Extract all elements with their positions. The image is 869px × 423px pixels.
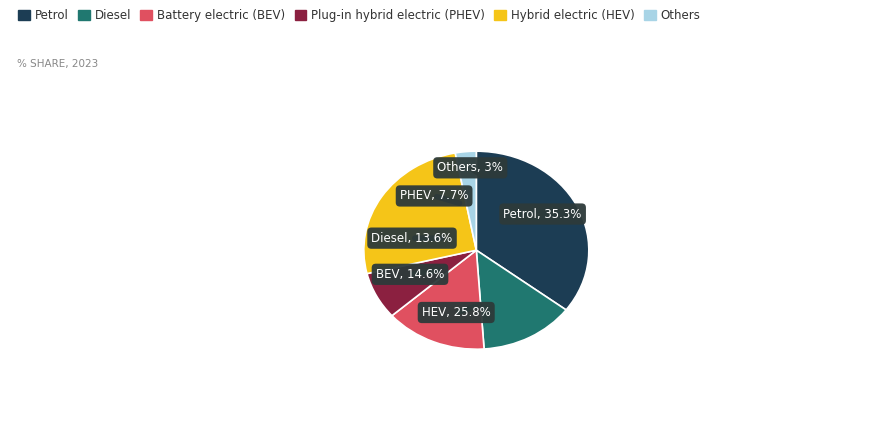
Text: Diesel, 13.6%: Diesel, 13.6% xyxy=(371,232,453,244)
Text: Others, 3%: Others, 3% xyxy=(437,161,503,174)
Wedge shape xyxy=(392,250,484,349)
Text: BEV, 14.6%: BEV, 14.6% xyxy=(375,268,444,281)
Text: PHEV, 7.7%: PHEV, 7.7% xyxy=(400,190,468,203)
Wedge shape xyxy=(364,153,476,274)
Wedge shape xyxy=(455,151,476,250)
Wedge shape xyxy=(367,250,476,316)
Text: HEV, 25.8%: HEV, 25.8% xyxy=(421,305,491,319)
Text: Petrol, 35.3%: Petrol, 35.3% xyxy=(503,208,582,221)
Wedge shape xyxy=(476,151,589,310)
Wedge shape xyxy=(476,250,566,349)
Text: % SHARE, 2023: % SHARE, 2023 xyxy=(17,59,98,69)
Legend: Petrol, Diesel, Battery electric (BEV), Plug-in hybrid electric (PHEV), Hybrid e: Petrol, Diesel, Battery electric (BEV), … xyxy=(15,6,704,26)
